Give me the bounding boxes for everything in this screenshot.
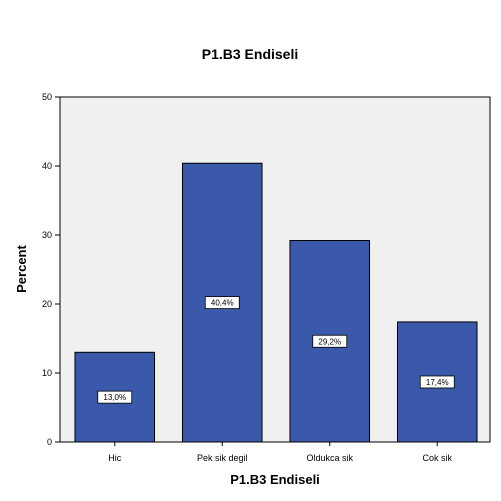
y-axis: 0 10 20 30 40 50 (42, 92, 60, 447)
data-label: 29,2% (318, 337, 341, 346)
x-tick-label: Oldukca sik (306, 453, 353, 463)
y-tick-label: 20 (42, 299, 52, 309)
data-label-box (97, 390, 133, 404)
data-label: 40,4% (211, 299, 234, 308)
x-axis-title: P1.B3 Endiseli (230, 472, 320, 487)
y-tick-label: 50 (42, 92, 52, 102)
data-label-box (204, 296, 240, 310)
y-tick-label: 40 (42, 161, 52, 171)
y-axis-title: Percent (14, 244, 29, 292)
y-tick-label: 10 (42, 368, 52, 378)
data-label: 13,0% (103, 393, 126, 402)
data-labels-layer: 13,0% 40,4% 29,2% 17,4% (97, 296, 455, 404)
data-label-box (312, 334, 348, 348)
y-tick-label: 0 (47, 437, 52, 447)
chart-title: P1.B3 Endiseli (202, 46, 298, 62)
data-label-box (419, 375, 455, 389)
y-tick-label: 30 (42, 230, 52, 240)
x-tick-label: Pek sik degil (197, 453, 248, 463)
x-axis: Hic Pek sik degil Oldukca sik Cok sik (108, 442, 452, 463)
x-tick-label: Cok sik (422, 453, 452, 463)
x-tick-label: Hic (108, 453, 121, 463)
data-label: 17,4% (426, 378, 449, 387)
bars-layer (74, 162, 478, 443)
